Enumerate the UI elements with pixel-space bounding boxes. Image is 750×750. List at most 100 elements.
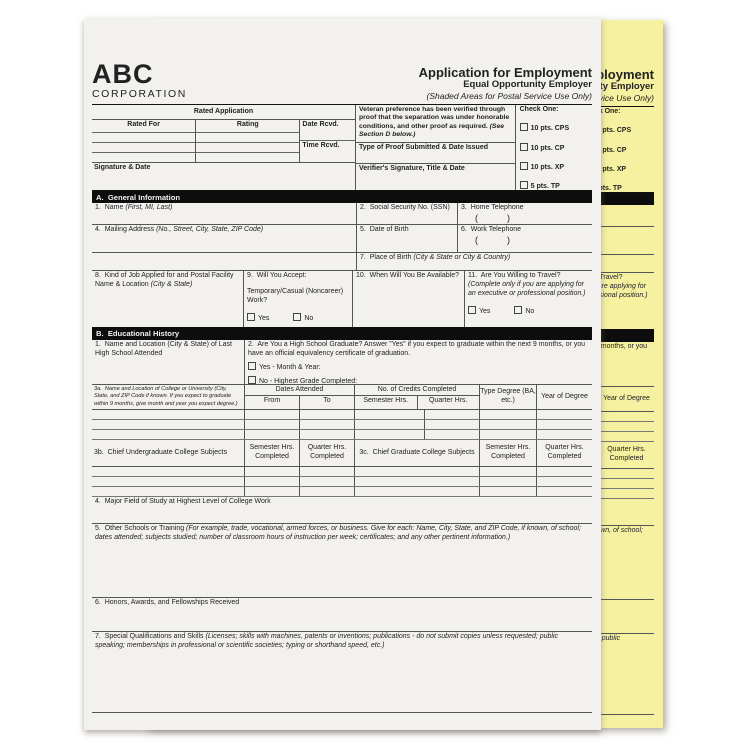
checkbox-icon bbox=[468, 305, 476, 314]
field-place-of-birth: 7. Place of Birth (City & State or City … bbox=[357, 253, 592, 270]
field-note: (No., Street, City, State, ZIP Code) bbox=[156, 226, 264, 234]
yes-label: Yes bbox=[479, 307, 491, 315]
verifier-signature-field: Verifier's Signature, Title & Date bbox=[359, 165, 465, 172]
rated-title: Rated Application bbox=[92, 105, 355, 120]
check-option-cps: 10 pts. CPS bbox=[519, 123, 588, 134]
field-label: 9. Will You Accept: bbox=[247, 272, 307, 280]
field-willing-to-travel: 11. Are You Willing to Travel? (Complete… bbox=[465, 271, 592, 327]
hs-no-option: No - Highest Grade Completed: bbox=[248, 376, 589, 387]
no-label: No bbox=[304, 314, 314, 322]
field-note: (City & State or City & Country) bbox=[413, 254, 511, 262]
grad-subjects-header: 3c. Chief Graduate College Subjects bbox=[355, 439, 480, 466]
field-label: 1. Name bbox=[95, 204, 126, 212]
to-header: To bbox=[323, 397, 331, 405]
company-logo: ABC CORPORATION bbox=[92, 58, 187, 101]
rated-grid: Rated For Rating Date Rcvd. bbox=[92, 120, 355, 162]
checkbox-icon bbox=[248, 362, 256, 371]
carbon-quarter-completed-header2: Quarter Hrs. Completed bbox=[607, 446, 646, 462]
check-one-label: Check One: bbox=[519, 106, 559, 113]
dates-attended-header: Dates Attended bbox=[245, 385, 354, 396]
checkbox-icon bbox=[519, 142, 528, 151]
no-option: No bbox=[514, 305, 534, 315]
field-note: (First, MI, Last) bbox=[125, 204, 173, 212]
section-b-bar: B. Educational History bbox=[92, 327, 592, 340]
field-name: 1. Name (First, MI, Last) bbox=[92, 203, 357, 225]
from-header: From bbox=[245, 395, 300, 409]
yes-no-row: Yes No bbox=[247, 312, 349, 324]
field-label: 7. Place of Birth bbox=[360, 254, 414, 262]
quarter-completed-header: Quarter Hrs. Completed bbox=[300, 439, 355, 466]
field-other-schools: 5. Other Schools or Training (For exampl… bbox=[92, 522, 592, 597]
type-degree-header: Type Degree (BA, etc.) bbox=[480, 384, 537, 409]
checkbox-icon bbox=[514, 305, 523, 314]
field-when-available: 10. When Will You Be Available? bbox=[353, 271, 465, 328]
field-special-qualifications: 7. Special Qualifications and Skills (Li… bbox=[92, 630, 592, 712]
white-form-sheet: ABC CORPORATION Application for Employme… bbox=[84, 18, 601, 730]
field-label: 4. Mailing Address bbox=[95, 226, 157, 234]
field-label: 3. Home Telephone bbox=[461, 204, 524, 212]
form-title: Application for Employment bbox=[418, 64, 592, 80]
phone-paren: ( ) bbox=[475, 213, 511, 224]
field-date-of-birth: 5. Date of Birth bbox=[357, 225, 458, 253]
field-mailing-address: 4. Mailing Address (No., Street, City, S… bbox=[92, 225, 357, 253]
check-option-xp: 10 pts. XP bbox=[519, 161, 588, 173]
field-ssn: 2. Social Security No. (SSN) bbox=[357, 203, 458, 225]
check-option-label: 5 pts. TP bbox=[530, 183, 560, 190]
logo-subtext: CORPORATION bbox=[92, 87, 187, 100]
field-label: 6. Work Telephone bbox=[461, 226, 522, 234]
yes-label: Yes bbox=[258, 314, 270, 322]
form-subtitle: Equal Opportunity Employer bbox=[463, 78, 592, 90]
quarter-hrs-header: Quarter Hrs. bbox=[428, 397, 468, 405]
check-option-label: 10 pts. CPS bbox=[530, 125, 570, 133]
field-note: (Licenses; skills with machines, patents… bbox=[95, 632, 559, 649]
college-table: 3a. Name and Location of College or Univ… bbox=[92, 383, 592, 440]
credits-sub: Semester Hrs. Quarter Hrs. bbox=[355, 395, 479, 409]
section-a-row2: 4. Mailing Address (No., Street, City, S… bbox=[92, 225, 592, 254]
subjects-table: 3b. Chief Undergraduate College Subjects… bbox=[92, 439, 592, 497]
dates-attended-group: Dates Attended From To bbox=[245, 384, 355, 409]
carbon-year-degree-header: Year of Degree bbox=[603, 394, 650, 402]
blank-line bbox=[196, 133, 300, 143]
veteran-statement-note: (See Section D below.) bbox=[359, 122, 505, 139]
checkbox-icon bbox=[247, 312, 255, 321]
yes-option: Yes bbox=[468, 305, 491, 315]
rated-left-block: Rated Application Rated For Rating bbox=[92, 105, 356, 190]
field-label: 8. Kind of Job Applied for and Postal Fa… bbox=[95, 272, 234, 289]
subjects-blank-row bbox=[92, 476, 592, 487]
field-hs-graduate: 2. Are You a High School Graduate? Answe… bbox=[245, 340, 592, 387]
header-rule bbox=[92, 104, 592, 105]
field-honors-awards: 6. Honors, Awards, and Fellowships Recei… bbox=[92, 596, 592, 631]
section-a-row1: 1. Name (First, MI, Last) 2. Social Secu… bbox=[92, 203, 592, 226]
field-label: 11. Are You Willing to Travel? bbox=[468, 272, 561, 280]
time-received-label: Time Rcvd. bbox=[302, 142, 340, 149]
yes-option: Yes bbox=[247, 312, 270, 322]
hs-yes-option: Yes - Month & Year: bbox=[248, 362, 589, 373]
blank-line bbox=[92, 133, 196, 143]
college-blank-row bbox=[92, 419, 592, 430]
section-a-bar: A. General Information bbox=[92, 191, 592, 204]
signature-date-field: Signature & Date bbox=[92, 162, 355, 190]
field-kind-of-job: 8. Kind of Job Applied for and Postal Fa… bbox=[92, 271, 244, 328]
date-received-label: Date Rcvd. bbox=[300, 120, 355, 141]
no-option: No bbox=[293, 312, 314, 322]
blank-line bbox=[196, 153, 299, 162]
checkbox-icon bbox=[519, 161, 528, 170]
dates-sub: From To bbox=[245, 395, 354, 409]
rating-header: Rating bbox=[196, 120, 300, 133]
received-column: Date Rcvd. Time Rcvd. bbox=[300, 120, 355, 162]
section-a-row3: 7. Place of Birth (City & State or City … bbox=[92, 252, 592, 272]
check-option-label: 10 pts. CP bbox=[530, 144, 565, 152]
field-note: (For example, trade, vocational, armed f… bbox=[95, 524, 581, 541]
blank-line bbox=[92, 153, 195, 162]
form-header: ABC CORPORATION Application for Employme… bbox=[92, 55, 592, 101]
blank-line bbox=[196, 143, 300, 153]
logo-text: ABC bbox=[92, 58, 154, 89]
college-table-header: 3a. Name and Location of College or Univ… bbox=[92, 384, 592, 410]
veteran-statement-text: Veteran preference has been verified thr… bbox=[359, 106, 510, 130]
yes-no-row: Yes No bbox=[468, 305, 589, 317]
semester-completed-header: Semester Hrs. Completed bbox=[245, 439, 300, 466]
proof-field: Type of Proof Submitted & Date Issued bbox=[356, 143, 515, 164]
field-note: (City & State) bbox=[150, 281, 193, 289]
credits-group: No. of Credits Completed Semester Hrs. Q… bbox=[355, 384, 480, 409]
